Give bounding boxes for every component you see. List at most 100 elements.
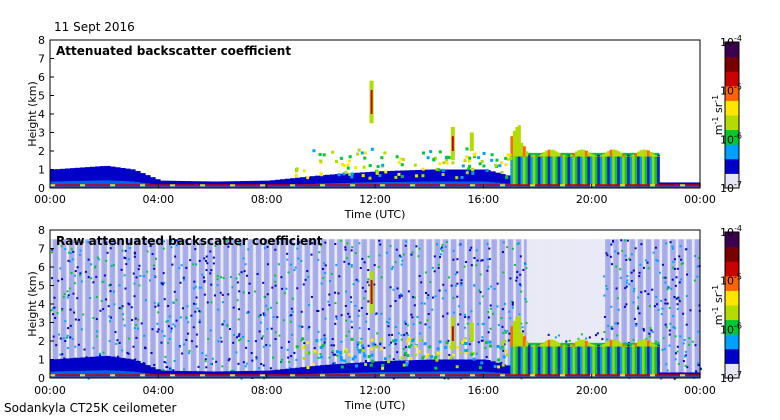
aerosol-cell	[461, 164, 465, 168]
noise-cell	[144, 299, 147, 302]
cloud-top-cell	[545, 340, 549, 347]
ground-signal	[370, 184, 376, 187]
noise-cell	[637, 307, 640, 310]
boundary-layer-cell	[350, 363, 356, 378]
noise-cell	[167, 305, 170, 308]
noise-cell	[253, 290, 256, 293]
noise-cell	[603, 294, 606, 297]
boundary-layer-cell	[405, 170, 411, 188]
noise-column	[594, 239, 598, 378]
cloud-column	[592, 344, 596, 377]
boundary-layer-cell	[95, 356, 101, 378]
noise-cell	[405, 240, 408, 243]
instrument-label: Sodankyla CT25K ceilometer	[4, 401, 177, 415]
noise-cell	[151, 328, 154, 331]
noise-cell	[619, 268, 622, 271]
ground-signal	[255, 184, 261, 187]
noise-cell	[318, 251, 321, 254]
noise-cell	[92, 346, 95, 349]
noise-cell	[603, 331, 606, 334]
noise-cell	[266, 327, 269, 330]
colorbar-tick-label: 10-5	[720, 83, 742, 98]
boundary-layer-cell	[130, 169, 136, 188]
noise-cell	[508, 310, 511, 313]
cloud-column	[579, 154, 583, 187]
noise-cell	[347, 262, 350, 265]
boundary-layer-cell	[330, 174, 336, 188]
ground-signal	[195, 374, 201, 377]
aerosol-cell	[399, 157, 403, 161]
noise-cell	[329, 280, 332, 283]
ground-signal	[310, 184, 316, 187]
noise-column	[125, 239, 130, 378]
aerosol-cell	[499, 161, 503, 165]
ground-signal	[625, 374, 631, 377]
ground-signal	[665, 374, 671, 377]
noise-cell	[286, 348, 289, 351]
cloud-column	[567, 344, 571, 377]
ground-signal	[85, 184, 91, 187]
y-tick-label: 1	[38, 354, 45, 367]
noise-cell	[198, 286, 201, 289]
noise-cell	[387, 325, 390, 328]
boundary-layer-cell	[500, 174, 506, 188]
noise-column	[253, 239, 257, 378]
ground-signal	[130, 374, 136, 377]
ground-signal	[420, 374, 426, 377]
noise-column	[442, 239, 446, 378]
noise-cell	[108, 340, 111, 343]
cloud-top-cell	[512, 130, 516, 157]
ground-signal	[125, 374, 131, 377]
noise-column	[310, 239, 314, 378]
noise-cell	[213, 294, 216, 297]
boundary-layer-cell	[395, 170, 401, 188]
noise-cell	[441, 249, 444, 252]
cloud-column	[525, 154, 529, 187]
boundary-layer-cell	[425, 169, 431, 188]
noise-cell	[660, 313, 663, 316]
cloud-column	[592, 154, 596, 187]
noise-cell	[502, 271, 505, 274]
noise-cell	[291, 310, 294, 313]
ground-signal	[650, 184, 656, 187]
noise-cell	[376, 332, 379, 335]
aerosol-cell	[376, 170, 380, 174]
ground-signal	[365, 374, 371, 377]
noise-cell	[675, 276, 678, 279]
noise-column	[548, 239, 552, 378]
noise-cell	[238, 333, 241, 336]
noise-cell	[469, 249, 472, 252]
noise-cell	[165, 320, 168, 323]
ground-signal	[390, 184, 396, 187]
colorbar-segment	[725, 319, 739, 335]
ground-signal	[605, 184, 611, 187]
noise-cell	[194, 285, 197, 288]
aerosol-cell	[464, 341, 468, 345]
noise-cell	[290, 307, 293, 310]
aerosol-cell	[378, 174, 382, 178]
noise-cell	[356, 346, 359, 349]
noise-cell	[460, 282, 463, 285]
noise-column	[637, 239, 641, 378]
boundary-layer-core	[585, 374, 591, 378]
noise-cell	[209, 272, 212, 275]
noise-column	[255, 239, 260, 378]
x-tick-label: 00:00	[34, 193, 66, 206]
boundary-layer-core	[590, 184, 596, 188]
noise-cell	[680, 258, 683, 261]
noise-cell	[73, 274, 76, 277]
ground-signal	[605, 374, 611, 377]
boundary-layer-core	[615, 375, 621, 378]
cloud-column	[535, 344, 539, 377]
cloud-top-cell	[607, 150, 611, 157]
noise-cell	[174, 255, 177, 258]
noise-cell	[625, 258, 628, 261]
boundary-layer-cell	[330, 364, 336, 378]
noise-cell	[320, 244, 323, 247]
aerosol-cell	[464, 348, 468, 352]
noise-cell	[477, 341, 480, 344]
boundary-layer-cell	[495, 362, 501, 378]
noise-cell	[205, 366, 208, 369]
aerosol-cell	[424, 355, 428, 359]
cloud-top-cell	[545, 150, 549, 157]
